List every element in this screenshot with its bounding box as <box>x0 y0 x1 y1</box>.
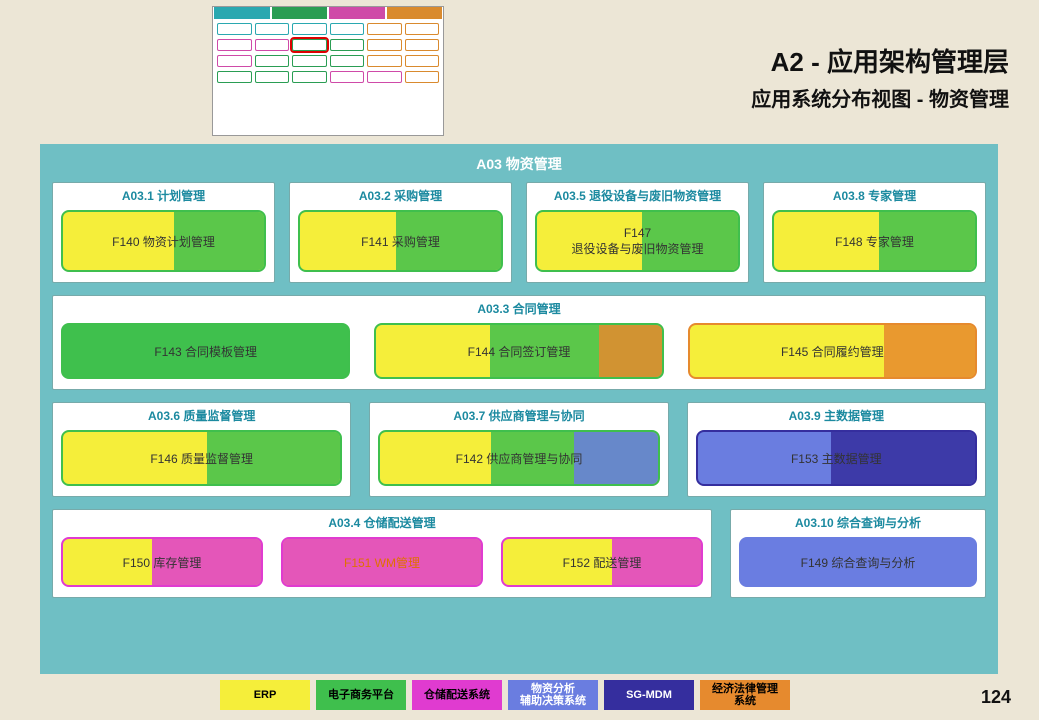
module-f145: F145 合同履约管理 <box>688 323 977 379</box>
section-a03-3: A03.3 合同管理 F143 合同模板管理 F144 合同签订管理 F145 … <box>52 295 986 390</box>
module-label: F145 合同履约管理 <box>781 343 884 360</box>
legend-item: 物资分析 辅助决策系统 <box>508 680 598 710</box>
section-title: A03.3 合同管理 <box>61 300 977 323</box>
module-label: F140 物资计划管理 <box>112 233 215 250</box>
section-title: A03.9 主数据管理 <box>696 407 977 430</box>
module-f148: F148 专家管理 <box>772 210 977 272</box>
title-line1: A2 - 应用架构管理层 <box>751 42 1009 79</box>
module-f147: F147 退役设备与废旧物资管理 <box>535 210 740 272</box>
section-title: A03.8 专家管理 <box>772 187 977 210</box>
legend-item: 仓储配送系统 <box>412 680 502 710</box>
module-label: F147 退役设备与废旧物资管理 <box>571 226 703 257</box>
module-f143: F143 合同模板管理 <box>61 323 350 379</box>
module-f141: F141 采购管理 <box>298 210 503 272</box>
section-title: A03.6 质量监督管理 <box>61 407 342 430</box>
section-a03-2: A03.2 采购管理 F141 采购管理 <box>289 182 512 283</box>
legend-item: 电子商务平台 <box>316 680 406 710</box>
section-a03-5: A03.5 退役设备与废旧物资管理 F147 退役设备与废旧物资管理 <box>526 182 749 283</box>
module-label: F149 综合查询与分析 <box>801 554 916 571</box>
section-a03-1: A03.1 计划管理 F140 物资计划管理 <box>52 182 275 283</box>
section-a03-6: A03.6 质量监督管理 F146 质量监督管理 <box>52 402 351 497</box>
module-label: F142 供应商管理与协同 <box>456 450 583 467</box>
module-label: F151 WM管理 <box>344 554 420 571</box>
row-2: A03.3 合同管理 F143 合同模板管理 F144 合同签订管理 F145 … <box>52 295 986 390</box>
module-label: F144 合同签订管理 <box>468 343 571 360</box>
module-f149: F149 综合查询与分析 <box>739 537 977 587</box>
module-label: F152 配送管理 <box>563 554 642 571</box>
module-f146: F146 质量监督管理 <box>61 430 342 486</box>
module-label: F146 质量监督管理 <box>150 450 253 467</box>
module-label: F143 合同模板管理 <box>154 343 257 360</box>
legend-item: 经济法律管理 系统 <box>700 680 790 710</box>
module-f150: F150 库存管理 <box>61 537 263 587</box>
page-number: 124 <box>981 687 1011 708</box>
module-f144: F144 合同签订管理 <box>374 323 663 379</box>
module-f140: F140 物资计划管理 <box>61 210 266 272</box>
section-title: A03.1 计划管理 <box>61 187 266 210</box>
section-a03-4: A03.4 仓储配送管理 F150 库存管理 F151 WM管理 F152 配送… <box>52 509 712 598</box>
module-label: F148 专家管理 <box>835 233 914 250</box>
module-label: F141 采购管理 <box>361 233 440 250</box>
section-a03-9: A03.9 主数据管理 F153 主数据管理 <box>687 402 986 497</box>
module-label: F153 主数据管理 <box>791 450 882 467</box>
module-f152: F152 配送管理 <box>501 537 703 587</box>
overview-thumbnail <box>212 6 444 136</box>
section-a03-10: A03.10 综合查询与分析 F149 综合查询与分析 <box>730 509 986 598</box>
module-label: F150 库存管理 <box>123 554 202 571</box>
row-3: A03.6 质量监督管理 F146 质量监督管理 A03.7 供应商管理与协同 … <box>52 402 986 497</box>
row-1: A03.1 计划管理 F140 物资计划管理 A03.2 采购管理 F141 采… <box>52 182 986 283</box>
row-4: A03.4 仓储配送管理 F150 库存管理 F151 WM管理 F152 配送… <box>52 509 986 598</box>
main-panel: A03 物资管理 A03.1 计划管理 F140 物资计划管理 A03.2 采购… <box>40 144 998 674</box>
module-f151: F151 WM管理 <box>281 537 483 587</box>
section-title: A03.7 供应商管理与协同 <box>378 407 659 430</box>
section-title: A03.2 采购管理 <box>298 187 503 210</box>
legend: ERP电子商务平台仓储配送系统物资分析 辅助决策系统SG-MDM经济法律管理 系… <box>220 680 790 710</box>
section-a03-7: A03.7 供应商管理与协同 F142 供应商管理与协同 <box>369 402 668 497</box>
section-a03-8: A03.8 专家管理 F148 专家管理 <box>763 182 986 283</box>
legend-item: ERP <box>220 680 310 710</box>
module-f142: F142 供应商管理与协同 <box>378 430 659 486</box>
title-line2: 应用系统分布视图 - 物资管理 <box>751 83 1009 112</box>
section-title: A03.10 综合查询与分析 <box>739 514 977 537</box>
module-f153: F153 主数据管理 <box>696 430 977 486</box>
legend-item: SG-MDM <box>604 680 694 710</box>
section-title: A03.4 仓储配送管理 <box>61 514 703 537</box>
page-title: A2 - 应用架构管理层 应用系统分布视图 - 物资管理 <box>751 42 1009 112</box>
main-title: A03 物资管理 <box>52 150 986 182</box>
section-title: A03.5 退役设备与废旧物资管理 <box>535 187 740 210</box>
